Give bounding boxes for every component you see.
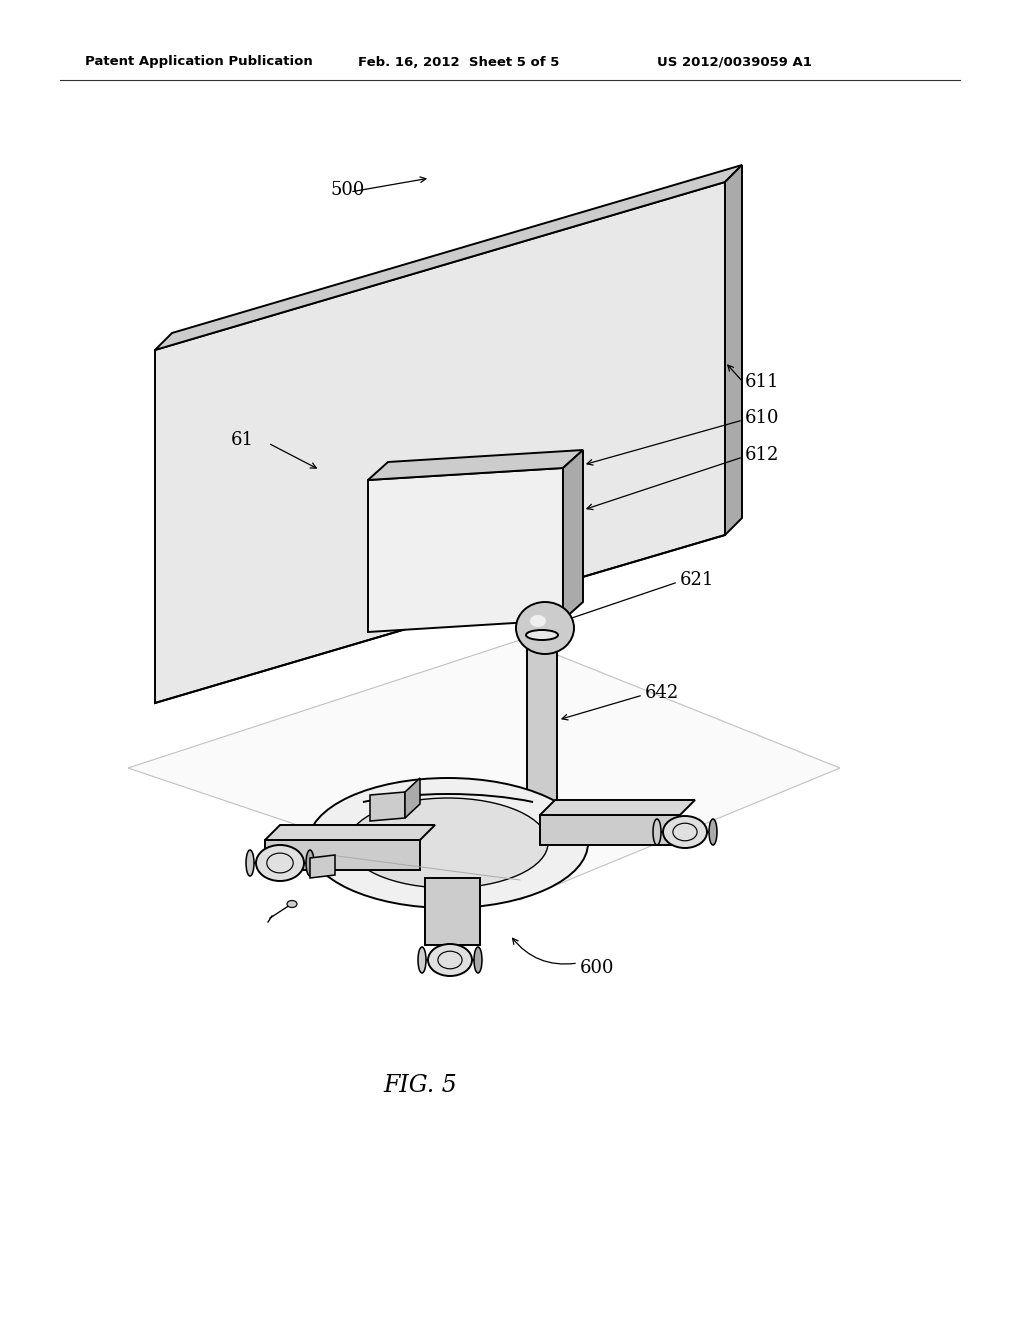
Ellipse shape xyxy=(256,845,304,880)
Ellipse shape xyxy=(287,900,297,908)
Polygon shape xyxy=(725,165,742,535)
Ellipse shape xyxy=(428,944,472,975)
Ellipse shape xyxy=(474,946,482,973)
Polygon shape xyxy=(368,469,563,632)
Text: 611: 611 xyxy=(745,374,779,391)
Ellipse shape xyxy=(517,854,567,866)
Ellipse shape xyxy=(306,850,314,876)
Ellipse shape xyxy=(530,615,546,627)
Polygon shape xyxy=(406,777,420,818)
Polygon shape xyxy=(265,840,420,870)
Ellipse shape xyxy=(526,630,558,640)
Ellipse shape xyxy=(663,816,707,847)
Ellipse shape xyxy=(517,825,567,836)
Polygon shape xyxy=(370,792,406,821)
Ellipse shape xyxy=(246,850,254,876)
Text: US 2012/0039059 A1: US 2012/0039059 A1 xyxy=(657,55,812,69)
Polygon shape xyxy=(563,450,583,620)
Polygon shape xyxy=(155,165,742,350)
Ellipse shape xyxy=(709,818,717,845)
Polygon shape xyxy=(540,800,695,814)
Polygon shape xyxy=(310,855,335,878)
Text: 61: 61 xyxy=(231,432,254,449)
Text: Feb. 16, 2012  Sheet 5 of 5: Feb. 16, 2012 Sheet 5 of 5 xyxy=(358,55,559,69)
Text: 610: 610 xyxy=(745,409,779,426)
Polygon shape xyxy=(540,814,680,845)
Polygon shape xyxy=(425,878,480,945)
Text: Patent Application Publication: Patent Application Publication xyxy=(85,55,312,69)
Text: 642: 642 xyxy=(645,684,679,702)
Ellipse shape xyxy=(308,777,588,908)
Text: 621: 621 xyxy=(680,572,715,589)
Ellipse shape xyxy=(348,799,548,888)
Polygon shape xyxy=(518,830,566,861)
Polygon shape xyxy=(128,640,840,900)
Ellipse shape xyxy=(516,602,574,653)
Text: FIG. 5: FIG. 5 xyxy=(383,1073,457,1097)
Polygon shape xyxy=(368,450,583,480)
Text: 600: 600 xyxy=(580,960,614,977)
Text: 500: 500 xyxy=(330,181,365,199)
Ellipse shape xyxy=(653,818,662,845)
Polygon shape xyxy=(155,182,725,704)
Polygon shape xyxy=(527,635,557,830)
Polygon shape xyxy=(265,825,435,840)
Ellipse shape xyxy=(418,946,426,973)
Text: 612: 612 xyxy=(745,446,779,465)
